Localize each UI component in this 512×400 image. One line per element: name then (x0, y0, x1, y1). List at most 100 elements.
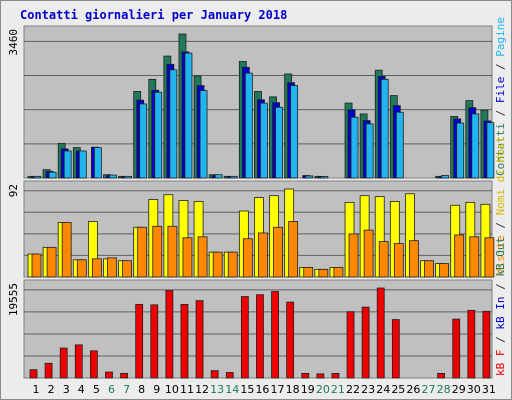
bottom-kbin-bar (346, 311, 355, 379)
x-tick-label: 8 (138, 383, 145, 396)
bottom-ymax-label: 19555 (7, 283, 20, 316)
top-files-bar (93, 147, 102, 179)
middle-visits-bar (318, 268, 329, 278)
bottom-kbin-bar (467, 309, 476, 379)
top-legend-item: Pagine (494, 17, 507, 57)
middle-visits-bar (348, 233, 359, 278)
top-files-bar (320, 176, 329, 179)
bottom-legend-item: kB Out (494, 237, 507, 277)
x-tick-label: 9 (153, 383, 160, 396)
x-tick-label: 15 (240, 383, 254, 396)
x-tick-label: 24 (376, 383, 390, 396)
bottom-kbin-bar (316, 373, 325, 379)
middle-visits-bar (46, 246, 57, 278)
bottom-kbin-bar (452, 318, 461, 379)
x-tick-label: 19 (301, 383, 315, 396)
bottom-kbin-bar (44, 362, 53, 379)
bottom-legend-text: kB F / kB In / kB Out (494, 237, 507, 376)
bottom-kbin-bar (120, 372, 128, 379)
x-tick-label: 11 (180, 383, 194, 396)
bottom-kbin-bar (150, 304, 159, 379)
middle-visits-bar (439, 263, 450, 278)
middle-legend-item: Visite (494, 235, 507, 275)
top-files-bar (486, 122, 495, 179)
middle-visits-bar (378, 241, 389, 278)
bottom-kbin-bar (59, 347, 68, 379)
top-files-bar (199, 90, 208, 179)
middle-visits-bar (469, 236, 480, 278)
top-files-bar (214, 174, 223, 179)
bottom-kbin-bar (105, 371, 113, 379)
bottom-legend-item: kB F (494, 350, 507, 377)
top-files-bar (78, 150, 87, 179)
top-ymax-label: 3460 (7, 29, 20, 56)
middle-visits-bar (333, 267, 344, 278)
x-tick-label: 12 (195, 383, 209, 396)
middle-visits-bar (273, 226, 283, 278)
bottom-kbin-bar (482, 310, 491, 379)
x-tick-label: 2 (48, 383, 55, 396)
top-files-bar (33, 175, 42, 179)
x-tick-label: 7 (123, 383, 130, 396)
top-files-bar (139, 103, 148, 179)
bottom-kbin-bar (89, 350, 98, 379)
x-tick-label: 14 (225, 383, 239, 396)
top-files-bar (350, 116, 359, 179)
top-files-bar (305, 175, 314, 179)
x-tick-label: 28 (437, 383, 451, 396)
x-tick-label: 20 (316, 383, 330, 396)
middle-visits-bar (122, 260, 132, 278)
top-files-bar (365, 123, 374, 179)
bottom-kbin-bar (195, 300, 204, 379)
bottom-legend-item: / (494, 277, 507, 297)
middle-legend-item: Nomi di Host (494, 136, 507, 215)
bottom-kbin-bar (165, 290, 174, 379)
x-tick-label: 18 (286, 383, 300, 396)
top-legend-item: Contatti (494, 123, 507, 176)
top-files-bar (244, 72, 253, 179)
x-tick-label: 17 (271, 383, 285, 396)
x-tick-label: 3 (63, 383, 70, 396)
top-legend-item: File (494, 77, 507, 104)
middle-visits-bar (393, 243, 404, 278)
middle-visits-bar (107, 257, 117, 278)
x-tick-label: 31 (482, 383, 496, 396)
middle-visits-bar (91, 258, 102, 278)
middle-legend-item: / (494, 215, 507, 235)
bottom-kbin-bar (29, 369, 38, 379)
x-tick-label: 25 (391, 383, 405, 396)
middle-ymax-label: 92 (7, 184, 20, 197)
x-tick-label: 27 (422, 383, 436, 396)
middle-visits-bar (424, 260, 434, 278)
top-files-bar (48, 171, 57, 179)
middle-visits-bar (197, 236, 208, 278)
middle-legend-text: Visite / Nomi di Host (494, 136, 507, 275)
bottom-kbin-bar (286, 301, 295, 379)
top-legend-item: / (494, 57, 507, 77)
top-files-bar (290, 85, 299, 179)
bottom-kbin-bar (437, 372, 446, 379)
x-tick-label: 10 (165, 383, 179, 396)
middle-visits-bar (454, 234, 465, 278)
bottom-legend-item: kB In (494, 297, 507, 330)
middle-visits-bar (242, 238, 253, 278)
x-tick-label: 16 (255, 383, 269, 396)
top-files-bar (124, 175, 132, 179)
bottom-legend-item: / (494, 330, 507, 350)
bottom-kbin-bar (135, 303, 144, 379)
middle-visits-bar (258, 232, 268, 278)
bottom-kbin-bar (376, 287, 385, 379)
middle-visits-bar (484, 237, 495, 278)
middle-visits-bar (61, 222, 72, 278)
top-files-bar (260, 102, 268, 179)
top-files-bar (169, 69, 178, 179)
top-legend-item: / (494, 103, 507, 123)
chart-title: Contatti giornalieri per January 2018 (20, 8, 288, 22)
bottom-kbin-bar (210, 370, 219, 379)
x-tick-label: 23 (361, 383, 375, 396)
middle-visits-bar (137, 226, 148, 278)
top-files-bar (441, 175, 450, 179)
top-files-bar (275, 106, 283, 179)
middle-visits-bar (182, 237, 193, 278)
